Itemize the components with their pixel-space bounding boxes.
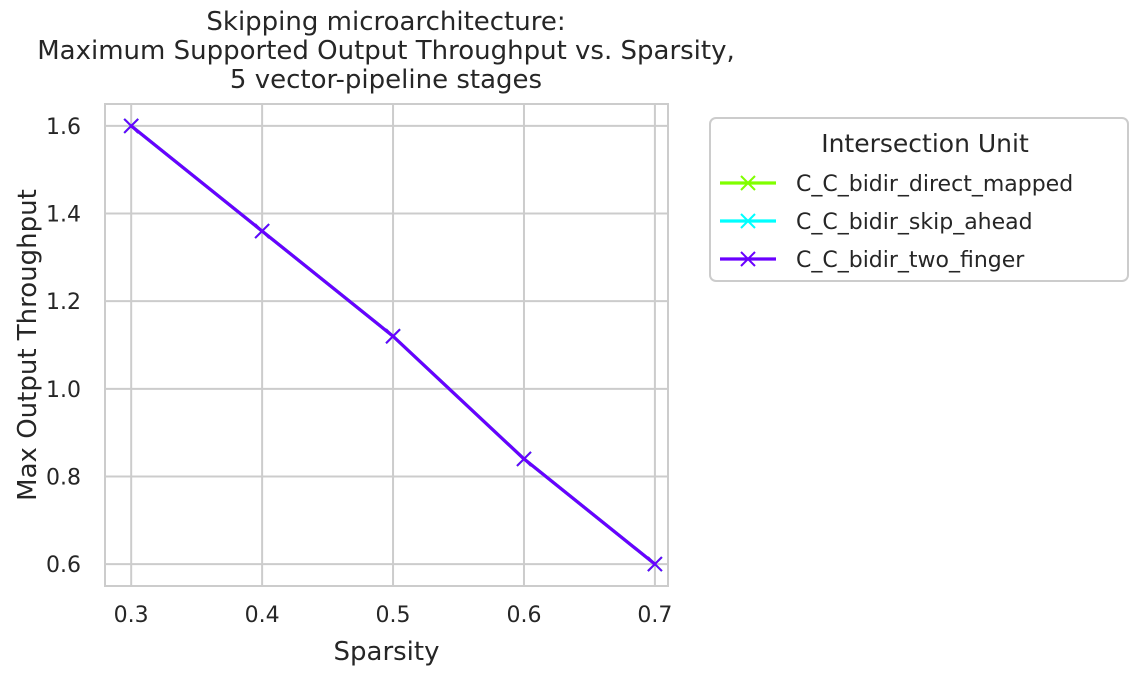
chart-title-line: 5 vector-pipeline stages	[230, 65, 542, 95]
legend: Intersection Unit C_C_bidir_direct_mappe…	[709, 117, 1129, 282]
x-axis-ticks: 0.3 0.4 0.5 0.6 0.7	[114, 603, 673, 628]
x-axis-label: Sparsity	[334, 637, 440, 667]
y-tick-label: 1.0	[46, 378, 81, 403]
legend-marker	[740, 213, 756, 229]
legend-marker	[740, 175, 756, 191]
y-axis-ticks: 0.6 0.8 1.0 1.2 1.4 1.6	[46, 115, 81, 578]
chart-title-line: Skipping microarchitecture:	[206, 7, 565, 37]
y-tick-label: 0.6	[46, 553, 81, 578]
data-point	[385, 328, 401, 344]
legend-entry: C_C_bidir_skip_ahead	[720, 210, 1033, 235]
y-axis-label: Max Output Throughput	[13, 189, 43, 501]
x-tick-label: 0.6	[506, 603, 541, 628]
chart-title-line: Maximum Supported Output Throughput vs. …	[37, 36, 735, 66]
y-tick-label: 0.8	[46, 465, 81, 490]
y-tick-label: 1.2	[46, 290, 81, 315]
x-tick-label: 0.5	[376, 603, 411, 628]
legend-label: C_C_bidir_two_finger	[796, 248, 1025, 273]
data-point	[516, 451, 532, 467]
series-C_C_bidir_two_finger	[123, 118, 663, 572]
y-tick-label: 1.4	[46, 203, 81, 228]
legend-label: C_C_bidir_direct_mapped	[796, 172, 1073, 197]
legend-label: C_C_bidir_skip_ahead	[796, 210, 1033, 235]
legend-entry: C_C_bidir_two_finger	[720, 248, 1025, 273]
legend-entry: C_C_bidir_direct_mapped	[720, 172, 1073, 197]
legend-box	[709, 117, 1129, 282]
legend-marker	[740, 251, 756, 267]
x-tick-label: 0.3	[114, 603, 149, 628]
x-tick-label: 0.4	[245, 603, 280, 628]
plot-frame	[104, 103, 669, 587]
y-tick-label: 1.6	[46, 115, 81, 140]
data-point	[254, 223, 270, 239]
chart-title: Skipping microarchitecture: Maximum Suppo…	[37, 7, 735, 95]
series-layer	[123, 118, 663, 572]
x-tick-label: 0.7	[637, 603, 672, 628]
legend-entries: C_C_bidir_direct_mapped C_C_bidir_skip_ah…	[720, 172, 1073, 273]
data-point	[123, 118, 139, 134]
grid	[105, 104, 668, 586]
legend-title: Intersection Unit	[821, 129, 1029, 158]
data-point	[647, 556, 663, 572]
